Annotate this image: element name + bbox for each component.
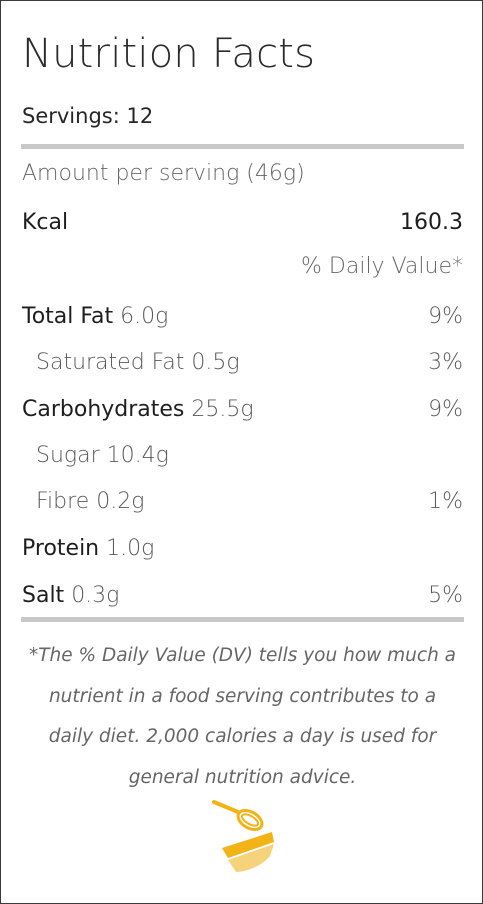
nutrient-dv: 3%: [428, 350, 463, 375]
divider-bottom: [21, 617, 464, 622]
nutrient-name: Carbohydrates: [22, 397, 185, 422]
nutrient-amount: 1.0g: [106, 536, 155, 561]
nutrient-amount: 0.3g: [71, 583, 120, 608]
nutrient-row-carbohydrates: Carbohydrates 25.5g 9%: [22, 394, 463, 426]
nutrient-amount: 0.5g: [191, 350, 240, 375]
footnote: *The % Daily Value (DV) tells you how mu…: [28, 645, 457, 788]
kcal-row: Kcal 160.3: [22, 207, 463, 239]
nutrient-name: Saturated Fat: [36, 350, 185, 375]
nutrient-row-sugar: Sugar 10.4g: [36, 440, 463, 472]
amount-per-serving: Amount per serving (46g): [22, 161, 305, 186]
nutrient-row-fibre: Fibre 0.2g 1%: [36, 486, 463, 518]
nutrient-name: Sugar: [36, 443, 100, 468]
nutrient-name: Salt: [22, 583, 65, 608]
nutrient-row-salt: Salt 0.3g 5%: [22, 580, 463, 612]
nutrient-name: Fibre: [36, 489, 90, 514]
nutrient-amount: 10.4g: [106, 443, 169, 468]
nutrient-dv: 9%: [428, 304, 463, 329]
divider-top: [21, 144, 464, 149]
title: Nutrition Facts: [22, 31, 316, 77]
kcal-label: Kcal: [22, 210, 69, 235]
kcal-value: 160.3: [400, 210, 463, 235]
nutrient-dv: 5%: [428, 583, 463, 608]
whisk-bowl-icon: [212, 800, 274, 872]
nutrient-amount: 6.0g: [120, 304, 169, 329]
nutrient-amount: 25.5g: [191, 397, 254, 422]
nutrient-dv: 9%: [428, 397, 463, 422]
nutrient-row-protein: Protein 1.0g: [22, 533, 463, 565]
servings: Servings: 12: [22, 104, 154, 128]
nutrient-name: Total Fat: [22, 304, 114, 329]
nutrient-name: Protein: [22, 536, 100, 561]
nutrient-row-total-fat: Total Fat 6.0g 9%: [22, 301, 463, 333]
nutrient-dv: 1%: [428, 489, 463, 514]
nutrient-row-saturated-fat: Saturated Fat 0.5g 3%: [36, 347, 463, 379]
daily-value-header: % Daily Value*: [301, 254, 463, 279]
nutrient-amount: 0.2g: [96, 489, 145, 514]
